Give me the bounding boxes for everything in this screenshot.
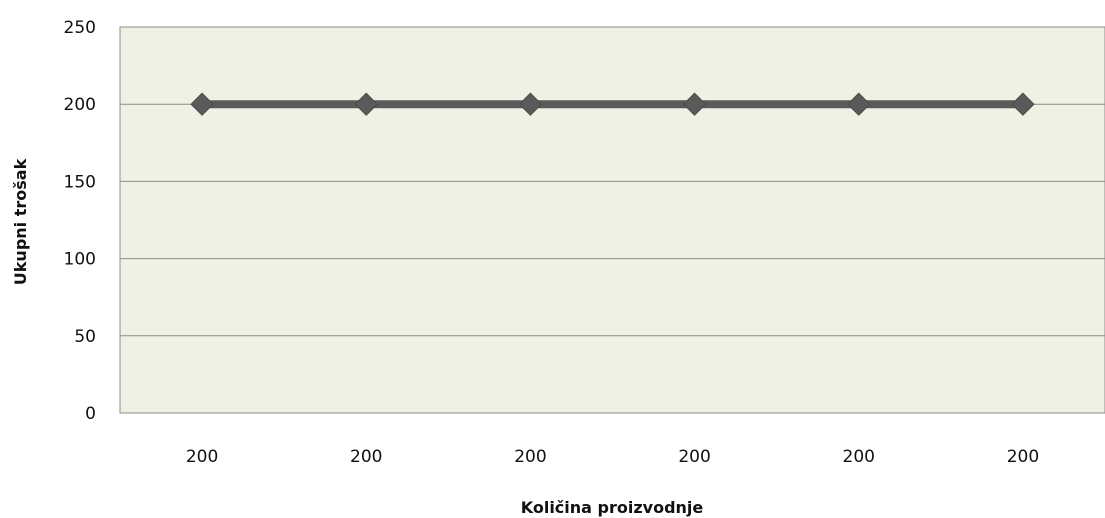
data-point-marker xyxy=(518,92,543,116)
x-tick-label: 200 xyxy=(186,447,218,467)
y-tick-label: 0 xyxy=(85,404,96,424)
plot-area xyxy=(119,26,1105,414)
x-tick-label: 200 xyxy=(514,447,546,467)
x-tick-label: 200 xyxy=(678,447,710,467)
y-axis-title: Ukupni trošak xyxy=(11,158,30,285)
x-axis-ticks: 200 200 200 200 200 200 xyxy=(186,447,1039,467)
y-tick-label: 50 xyxy=(74,327,96,347)
data-point-marker xyxy=(682,92,707,116)
y-axis-ticks: 0 50 100 150 200 250 xyxy=(64,18,96,424)
data-point-marker xyxy=(354,92,378,116)
series-layer xyxy=(190,92,1035,116)
data-point-marker xyxy=(847,92,871,116)
data-point-marker xyxy=(1011,92,1035,116)
x-tick-label: 200 xyxy=(350,447,382,467)
x-axis-title: Količina proizvodnje xyxy=(521,498,704,517)
y-tick-label: 150 xyxy=(64,172,96,192)
y-tick-label: 200 xyxy=(64,95,96,115)
data-point-marker xyxy=(190,92,214,116)
y-tick-label: 250 xyxy=(64,18,96,38)
y-tick-label: 100 xyxy=(64,250,96,270)
x-tick-label: 200 xyxy=(843,447,875,467)
x-tick-label: 200 xyxy=(1007,447,1039,467)
